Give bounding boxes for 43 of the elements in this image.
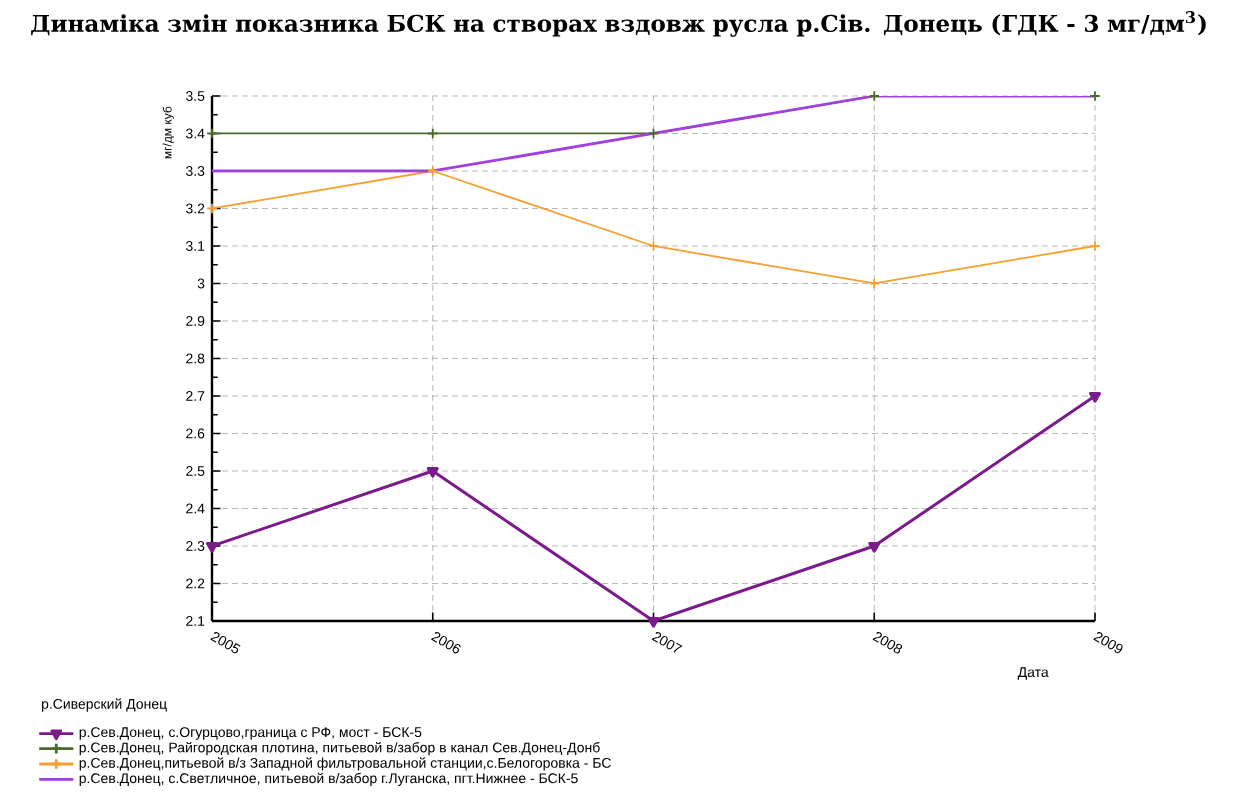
- x-axis-title: Дата: [1017, 667, 1049, 680]
- point: [206, 541, 219, 553]
- y-tick-label: 3.2: [186, 203, 205, 214]
- x-tick-label: 2009: [1093, 632, 1123, 654]
- legend-label: р.Сев.Донец, Райгородская плотина, питьевой в/забор в канал Сев.Донец-Донб: [79, 741, 600, 756]
- point: [868, 90, 880, 102]
- point: [647, 240, 660, 252]
- x-tick-label: 2007: [651, 632, 683, 653]
- point: [1089, 391, 1102, 403]
- y-tick-label: 3.1: [186, 241, 205, 251]
- point: [868, 277, 880, 290]
- x-tick-label: 2008: [872, 632, 903, 654]
- point: [427, 165, 439, 177]
- legend-label: р.Сев.Донец, с.Огурцово,граница с РФ, мост - БСК-5: [79, 727, 422, 740]
- y-tick-label: 3.5: [186, 91, 205, 101]
- y-tick-label: 2.9: [186, 316, 205, 326]
- y-axis-title: мг/дм куб: [162, 106, 175, 159]
- y-tick-label: 2.3: [186, 541, 205, 551]
- y-tick-label: 3.3: [186, 166, 205, 176]
- point: [868, 541, 881, 553]
- y-tick-label: 2.2: [186, 578, 205, 589]
- y-tick-label: 2.6: [186, 428, 205, 439]
- point: [647, 127, 660, 140]
- y-tick-label: 3: [197, 278, 205, 289]
- point: [206, 127, 218, 140]
- point: [427, 127, 439, 140]
- legend-title: р.Сиверский Донец: [41, 698, 167, 712]
- point: [647, 616, 660, 628]
- y-tick-label: 2.4: [186, 503, 205, 514]
- x-tick-label: 2005: [210, 632, 241, 654]
- y-tick-label: 2.1: [186, 616, 205, 626]
- chart-title: Динаміка змін показника БСК на створах вздовж русла р.Сів. Донець (ГДК - 3 мг/дм$^{3}$): [31, 11, 1206, 37]
- x-tick-label: 2006: [431, 632, 461, 654]
- y-tick-label: 2.8: [186, 353, 205, 364]
- y-tick-label: 3.4: [186, 128, 205, 139]
- point: [1089, 240, 1101, 252]
- point: [1089, 90, 1101, 102]
- legend-label: р.Сев.Донец, с.Светличное, питьевой в/забор г.Луганска, пгт.Нижнее - БСК-5: [79, 772, 578, 786]
- y-tick-label: 2.5: [186, 466, 205, 476]
- point: [426, 466, 439, 478]
- point: [206, 202, 218, 215]
- legend-label: р.Сев.Донец,питьевой в/з Западной фильтровальной станции,с.Белогоровка - БС: [79, 757, 611, 771]
- y-tick-label: 2.7: [186, 391, 205, 401]
